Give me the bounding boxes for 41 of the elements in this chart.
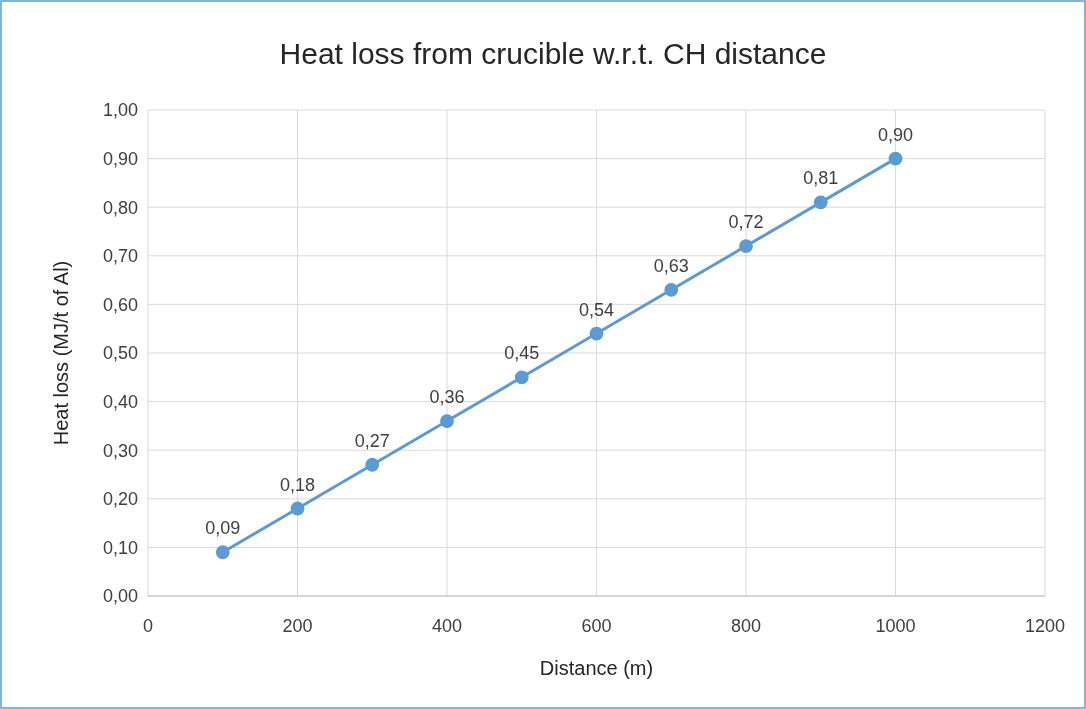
point [215,545,230,560]
data-label: 0,36 [429,387,465,408]
data-label: 0,09 [205,518,241,539]
point [365,457,380,472]
x-tick-label: 600 [581,616,612,636]
x-tick-label: 400 [431,616,463,636]
y-axis-title: Heat loss (MJ/t of Al) [50,260,72,446]
point [589,326,604,341]
data-label: 0,72 [728,212,764,233]
point [514,370,529,385]
y-tick-label: 1,00 [102,100,138,121]
y-tick-label: 0,20 [102,489,138,510]
data-label: 0,27 [354,430,390,451]
y-tick-label: 0,60 [102,294,138,315]
point [290,501,305,516]
data-label: 0,81 [803,168,839,189]
data-label: 0,90 [877,124,914,145]
x-tick-label: 200 [282,616,313,636]
point [888,151,903,166]
data-label: 0,18 [279,474,316,495]
chart-title: Heat loss from crucible w.r.t. CH distance [279,37,827,70]
data-label: 0,54 [578,299,615,320]
x-tick-label: 800 [730,616,762,636]
x-axis-title: Distance (m) [539,657,654,679]
x-tick-label: 1200 [1024,616,1066,636]
data-label: 0,63 [653,255,689,276]
y-tick-label: 0,00 [102,586,138,607]
y-tick-label: 0,90 [102,148,138,169]
y-tick-label: 0,70 [102,246,138,267]
y-tick-label: 0,40 [102,391,138,412]
y-tick-label: 0,50 [102,343,138,364]
x-tick-label: 1000 [875,616,916,636]
y-tick-label: 0,30 [102,440,138,461]
point [739,239,753,253]
point [664,282,679,297]
point [440,414,454,428]
y-tick-label: 0,10 [102,537,138,558]
x-tick-label: 0 [142,616,154,636]
y-tick-label: 0,80 [102,197,138,218]
data-label: 0,45 [504,343,540,364]
point [813,195,828,210]
